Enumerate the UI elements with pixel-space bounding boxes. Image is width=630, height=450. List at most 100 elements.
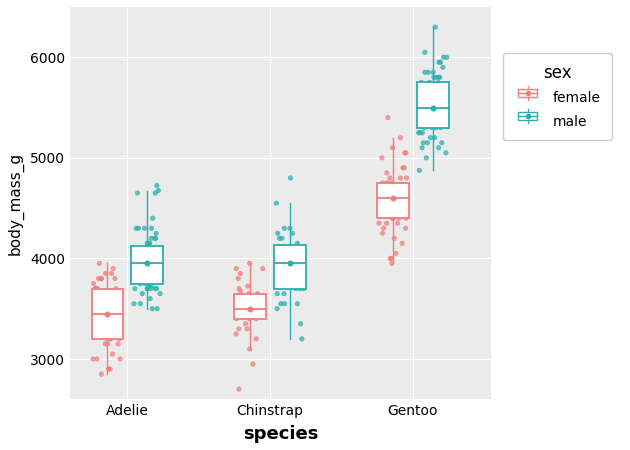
Point <box>103 320 113 328</box>
Point <box>417 144 427 151</box>
Point <box>383 114 393 121</box>
Point <box>374 220 384 227</box>
Point <box>418 114 428 121</box>
Point <box>135 300 146 307</box>
Point <box>284 280 294 287</box>
Point <box>129 260 139 267</box>
Point <box>440 109 450 116</box>
Point <box>415 167 425 174</box>
Point <box>93 285 103 292</box>
Point <box>435 99 445 106</box>
Point <box>150 235 160 242</box>
Point <box>278 275 289 282</box>
Point <box>391 184 401 192</box>
Point <box>299 285 309 292</box>
Point <box>146 225 156 232</box>
Point <box>142 285 152 292</box>
Point <box>377 230 387 237</box>
Point <box>422 139 432 146</box>
Point <box>427 89 437 96</box>
Point <box>135 280 146 287</box>
Point <box>438 54 449 61</box>
Point <box>275 245 285 252</box>
Point <box>114 295 124 302</box>
Point <box>428 69 438 76</box>
Point <box>291 285 301 292</box>
Point <box>234 285 244 292</box>
Point <box>434 58 444 66</box>
Point <box>396 184 406 192</box>
Point <box>109 295 119 302</box>
Point <box>144 240 154 247</box>
Point <box>272 199 282 207</box>
Point <box>114 335 124 342</box>
Point <box>92 356 102 363</box>
Point <box>151 235 161 242</box>
Point <box>251 335 261 342</box>
Point <box>96 275 106 282</box>
Point <box>391 250 401 257</box>
Point <box>236 288 246 295</box>
Point <box>234 386 244 393</box>
Point <box>147 215 158 222</box>
Point <box>242 325 252 333</box>
Point <box>382 169 392 176</box>
Point <box>426 114 436 121</box>
Point <box>418 139 428 146</box>
Point <box>272 305 282 312</box>
Point <box>140 225 150 232</box>
Point <box>291 255 301 262</box>
Point <box>91 285 101 292</box>
Point <box>401 149 411 157</box>
Point <box>430 134 440 141</box>
Point <box>137 245 147 252</box>
Point <box>142 245 152 252</box>
Point <box>97 325 107 333</box>
Point <box>400 149 410 157</box>
Point <box>248 360 258 368</box>
Point <box>430 23 440 31</box>
Point <box>91 285 101 292</box>
Point <box>152 305 163 312</box>
Point <box>151 285 161 292</box>
Point <box>99 300 109 307</box>
Point <box>145 295 155 302</box>
Point <box>110 330 120 338</box>
Point <box>398 164 408 171</box>
Point <box>386 189 396 197</box>
Point <box>96 370 106 378</box>
Bar <box>132 246 163 284</box>
Point <box>379 225 389 232</box>
Point <box>106 330 116 338</box>
Point <box>149 250 159 257</box>
Point <box>149 255 159 262</box>
Point <box>297 335 307 342</box>
Point <box>418 104 428 111</box>
Point <box>416 104 427 111</box>
Point <box>91 315 101 322</box>
Point <box>142 250 152 257</box>
Point <box>378 184 388 192</box>
Point <box>134 225 144 232</box>
Point <box>231 265 241 272</box>
Point <box>292 300 302 307</box>
Point <box>151 230 161 237</box>
Point <box>402 199 412 207</box>
Point <box>94 260 105 267</box>
Point <box>377 154 387 162</box>
Point <box>112 320 122 328</box>
Point <box>152 265 163 272</box>
Point <box>374 194 384 202</box>
Point <box>382 220 392 227</box>
Point <box>396 134 406 141</box>
Point <box>417 94 427 101</box>
Point <box>88 280 98 287</box>
Point <box>280 260 290 267</box>
Point <box>112 305 122 312</box>
Point <box>101 270 111 277</box>
Point <box>389 235 399 242</box>
Point <box>442 54 452 61</box>
Point <box>244 315 255 322</box>
Point <box>106 335 116 342</box>
Point <box>279 250 289 257</box>
